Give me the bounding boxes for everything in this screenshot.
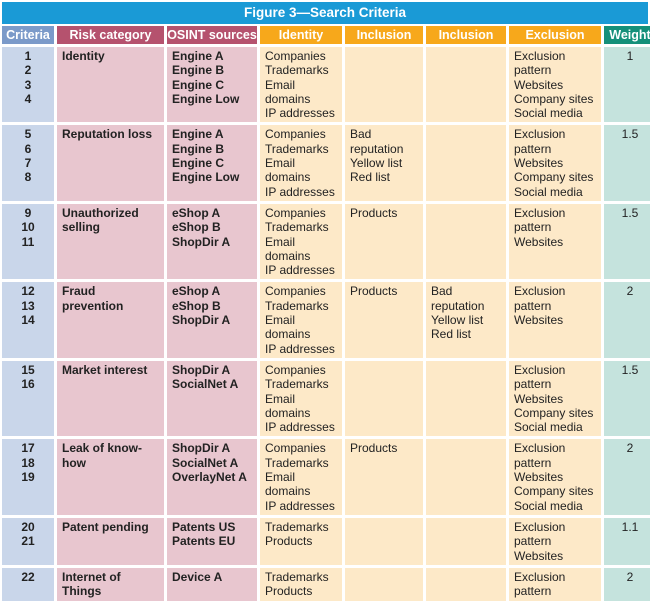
header-weight: Weight	[604, 26, 650, 44]
inclusion1-cell	[345, 47, 423, 123]
identity-cell: Companies Trademarks Email domains IP ad…	[260, 439, 342, 515]
identity-cell: Companies Trademarks Email domains IP ad…	[260, 282, 342, 358]
weight-cell: 2	[604, 439, 650, 515]
identity-cell: Trademarks Products	[260, 517, 342, 565]
risk-cell: Leak of know-how	[57, 439, 164, 515]
table-row: 20 21 Patent pending Patents US Patents EU…	[2, 517, 650, 565]
criteria-cell: 17 18 19	[2, 439, 54, 515]
sources-cell: ShopDir A SocialNet A	[167, 360, 257, 437]
figure-title: Figure 3—Search Criteria	[2, 2, 648, 24]
criteria-cell: 1 2 3 4	[2, 47, 54, 123]
risk-cell: Market interest	[57, 360, 164, 437]
inclusion2-cell	[426, 439, 506, 515]
inclusion1-cell: Products	[345, 439, 423, 515]
table-row: 9 10 11 Unauthorized selling eShop A eShop…	[2, 203, 650, 280]
inclusion2-cell	[426, 517, 506, 565]
table-row: 22 Internet of Things Device A Trademarks P…	[2, 567, 650, 601]
criteria-cell: 15 16	[2, 360, 54, 437]
header-inclusion-1: Inclusion	[345, 26, 423, 44]
table-row: 17 18 19 Leak of know-how ShopDir A Social…	[2, 439, 650, 515]
exclusion-cell: Exclusion pattern Websites Company sites…	[509, 125, 601, 201]
inclusion1-cell: Bad reputation Yellow list Red list	[345, 125, 423, 201]
exclusion-cell: Exclusion pattern	[509, 567, 601, 601]
exclusion-cell: Exclusion pattern Websites Company sites…	[509, 360, 601, 437]
risk-cell: Internet of Things	[57, 567, 164, 601]
inclusion1-cell	[345, 517, 423, 565]
risk-cell: Identity	[57, 47, 164, 123]
inclusion1-cell	[345, 567, 423, 601]
exclusion-cell: Exclusion pattern Websites Company sites…	[509, 47, 601, 123]
sources-cell: eShop A eShop B ShopDir A	[167, 203, 257, 280]
weight-cell: 1.5	[604, 125, 650, 201]
identity-cell: Companies Trademarks Email domains IP ad…	[260, 125, 342, 201]
table-row: 5 6 7 8 Reputation loss Engine A Engine B …	[2, 125, 650, 201]
exclusion-cell: Exclusion pattern Websites Company sites…	[509, 439, 601, 515]
header-exclusion: Exclusion	[509, 26, 601, 44]
inclusion1-cell: Products	[345, 203, 423, 280]
weight-cell: 1.5	[604, 360, 650, 437]
sources-cell: Device A	[167, 567, 257, 601]
exclusion-cell: Exclusion pattern Websites	[509, 517, 601, 565]
header-criteria: Criteria	[2, 26, 54, 44]
weight-cell: 1.1	[604, 517, 650, 565]
weight-cell: 1.5	[604, 203, 650, 280]
table-row: 1 2 3 4 Identity Engine A Engine B Engine …	[2, 47, 650, 123]
header-identity: Identity	[260, 26, 342, 44]
risk-cell: Patent pending	[57, 517, 164, 565]
risk-cell: Fraud prevention	[57, 282, 164, 358]
weight-cell: 1	[604, 47, 650, 123]
inclusion2-cell	[426, 360, 506, 437]
sources-cell: Engine A Engine B Engine C Engine Low	[167, 47, 257, 123]
inclusion2-cell	[426, 203, 506, 280]
identity-cell: Companies Trademarks Email domains IP ad…	[260, 47, 342, 123]
identity-cell: Companies Trademarks Email domains IP ad…	[260, 360, 342, 437]
table-row: 15 16 Market interest ShopDir A SocialNet …	[2, 360, 650, 437]
header-osint-sources: OSINT sources	[167, 26, 257, 44]
sources-cell: Engine A Engine B Engine C Engine Low	[167, 125, 257, 201]
table-row: 12 13 14 Fraud prevention eShop A eShop B …	[2, 282, 650, 358]
criteria-cell: 22	[2, 567, 54, 601]
criteria-cell: 12 13 14	[2, 282, 54, 358]
sources-cell: eShop A eShop B ShopDir A	[167, 282, 257, 358]
risk-cell: Unauthorized selling	[57, 203, 164, 280]
inclusion2-cell	[426, 567, 506, 601]
sources-cell: Patents US Patents EU	[167, 517, 257, 565]
inclusion1-cell: Products	[345, 282, 423, 358]
exclusion-cell: Exclusion pattern Websites	[509, 282, 601, 358]
risk-cell: Reputation loss	[57, 125, 164, 201]
header-row: Criteria Risk category OSINT sources Identi…	[2, 26, 650, 44]
criteria-cell: 20 21	[2, 517, 54, 565]
inclusion2-cell: Bad reputation Yellow list Red list	[426, 282, 506, 358]
weight-cell: 2	[604, 567, 650, 601]
weight-cell: 2	[604, 282, 650, 358]
inclusion1-cell	[345, 360, 423, 437]
header-risk-category: Risk category	[57, 26, 164, 44]
exclusion-cell: Exclusion pattern Websites	[509, 203, 601, 280]
identity-cell: Trademarks Products	[260, 567, 342, 601]
header-inclusion-2: Inclusion	[426, 26, 506, 44]
sources-cell: ShopDir A SocialNet A OverlayNet A	[167, 439, 257, 515]
criteria-cell: 5 6 7 8	[2, 125, 54, 201]
criteria-cell: 9 10 11	[2, 203, 54, 280]
inclusion2-cell	[426, 125, 506, 201]
identity-cell: Companies Trademarks Email domains IP ad…	[260, 203, 342, 280]
inclusion2-cell	[426, 47, 506, 123]
search-criteria-table: Criteria Risk category OSINT sources Identi…	[0, 23, 650, 604]
